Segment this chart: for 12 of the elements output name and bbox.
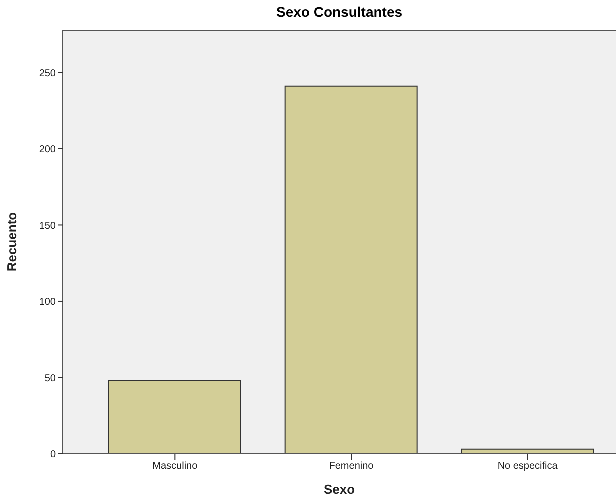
y-axis-title: Recuento — [4, 212, 20, 272]
x-axis-title: Sexo — [324, 482, 356, 497]
y-tick-label: 250 — [39, 68, 56, 80]
y-tick-label: 100 — [39, 297, 56, 308]
x-tick-label: Masculino — [152, 461, 198, 472]
x-tick-label: No especifica — [498, 461, 558, 472]
x-tick-label: Femenino — [329, 461, 374, 472]
y-tick-label: 200 — [39, 144, 56, 156]
chart-title: Sexo Consultantes — [275, 4, 404, 20]
y-tick-label: 0 — [50, 450, 56, 461]
y-tick-label: 50 — [44, 373, 56, 384]
y-tick-label: 150 — [39, 220, 56, 232]
